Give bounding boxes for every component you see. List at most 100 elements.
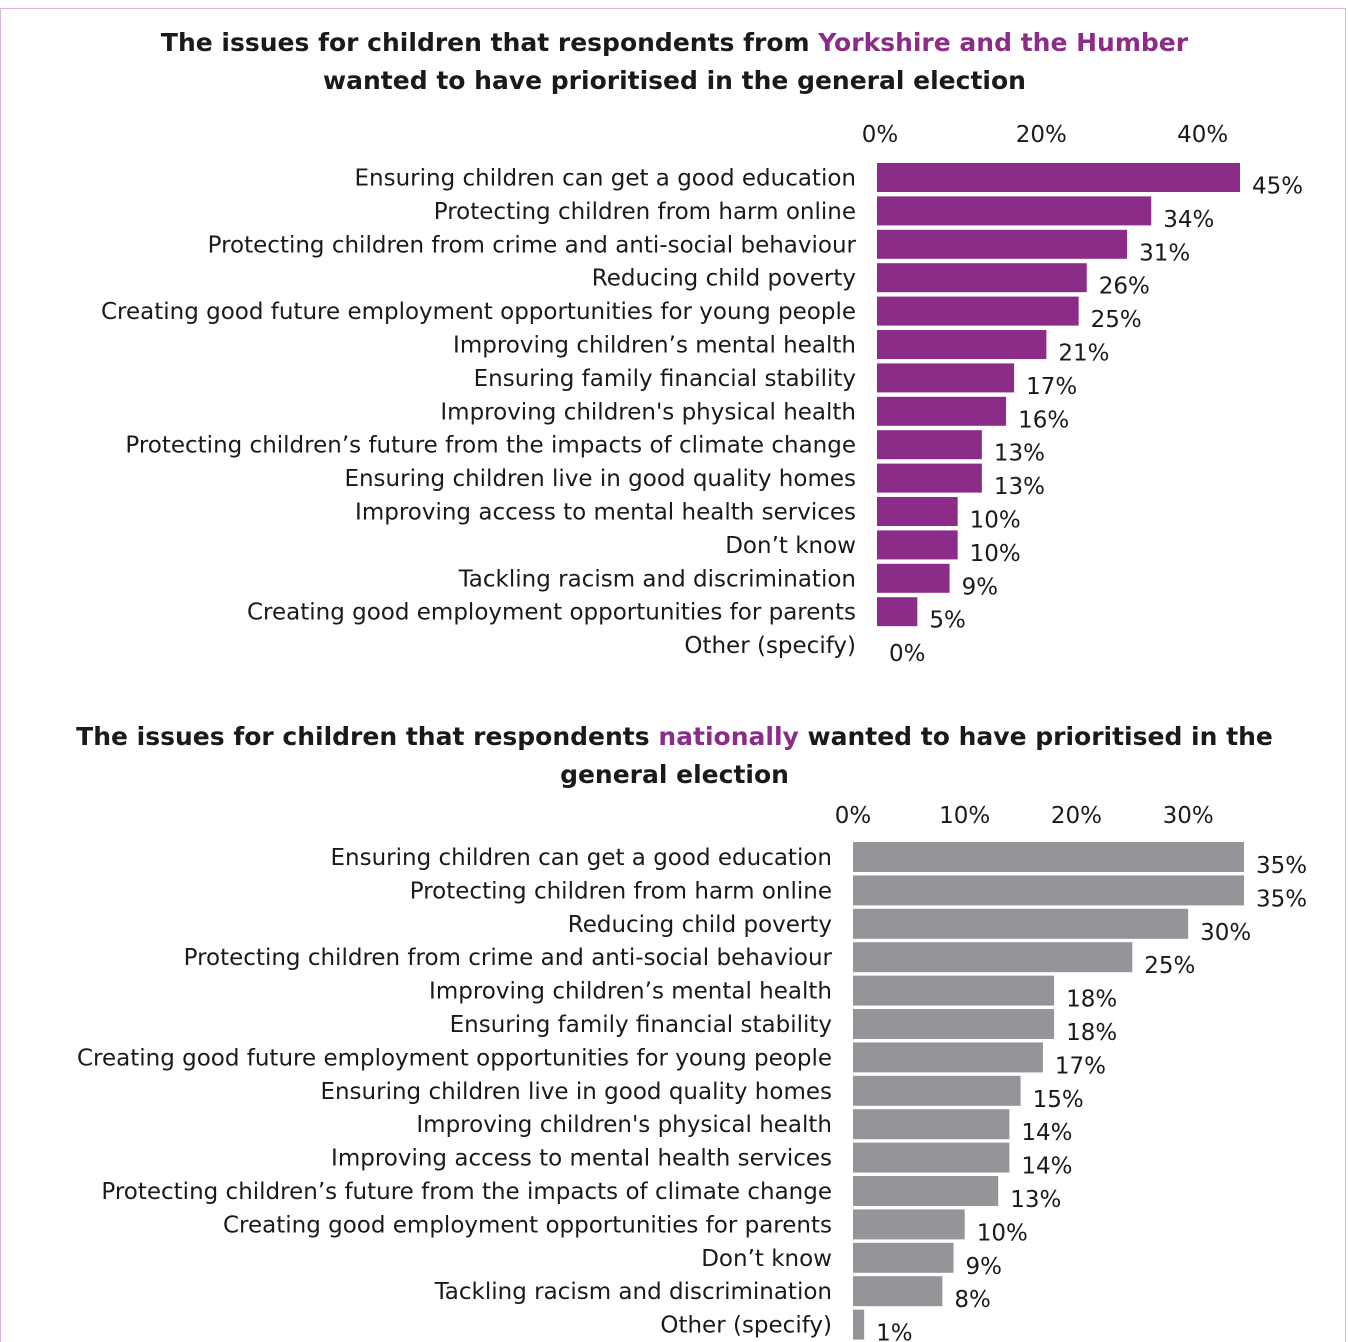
chart2-category-label: Don’t know: [701, 1246, 832, 1272]
chart2-bar: [853, 1276, 943, 1307]
chart2-category-label: Improving children's physical health: [416, 1112, 832, 1138]
chart2-x-tick-label: 30%: [1163, 803, 1214, 829]
chart1-value-label: 5%: [929, 608, 966, 634]
chart2-value-label: 10%: [977, 1220, 1028, 1246]
chart1-category-label: Creating good employment opportunities f…: [247, 600, 856, 626]
chart2-bar: [853, 942, 1133, 973]
chart2-value-label: 30%: [1200, 920, 1251, 946]
chart1-value-label: 9%: [962, 574, 999, 600]
chart1-category-label: Creating good future employment opportun…: [101, 299, 856, 325]
chart1-value-label: 0%: [889, 641, 926, 667]
chart1-category-label: Tackling racism and discrimination: [458, 566, 856, 592]
chart1-value-label: 21%: [1058, 341, 1109, 367]
chart1-value-label: 34%: [1163, 207, 1214, 233]
chart1-category-label: Other (specify): [684, 633, 856, 659]
chart2-category-label: Protecting children from harm online: [410, 878, 832, 904]
chart2-category-label: Other (specify): [660, 1313, 832, 1339]
chart2-x-tick-label: 10%: [939, 803, 990, 829]
chart2-bar: [853, 842, 1244, 872]
chart1-value-label: 10%: [970, 508, 1021, 534]
chart1-x-tick-label: 0%: [862, 122, 899, 148]
chart-title-2-highlight: nationally: [658, 722, 799, 751]
chart1-bar: [877, 163, 1240, 192]
chart1-category-label: Improving children’s mental health: [453, 333, 856, 359]
chart2-value-label: 18%: [1066, 987, 1117, 1013]
chart2-value-label: 35%: [1256, 886, 1307, 912]
chart2-bar: [853, 1075, 1021, 1106]
chart2-category-label: Protecting children from crime and anti-…: [184, 945, 833, 971]
chart1-bar: [877, 530, 958, 560]
chart2-bar: [853, 908, 1189, 939]
chart2-value-label: 17%: [1055, 1053, 1106, 1079]
chart2-category-label: Improving access to mental health servic…: [331, 1146, 832, 1172]
chart1-value-label: 25%: [1091, 307, 1142, 333]
chart2-value-label: 8%: [954, 1287, 991, 1313]
chart2-category-label: Creating good employment opportunities f…: [223, 1212, 832, 1238]
chart1-value-label: 45%: [1252, 174, 1303, 200]
chart1-bar: [877, 597, 918, 627]
chart2-category-label: Reducing child poverty: [568, 912, 832, 938]
chart2-bar: [853, 875, 1244, 906]
chart-title-1-before: The issues for children that respondents…: [160, 28, 819, 57]
chart2-category-label: Ensuring children live in good quality h…: [320, 1079, 832, 1105]
chart2-category-label: Creating good future employment opportun…: [77, 1045, 832, 1071]
chart2-category-label: Tackling racism and discrimination: [434, 1279, 832, 1305]
chart1-bar: [877, 497, 958, 526]
chart1-value-label: 26%: [1099, 274, 1150, 300]
chart1-value-label: 17%: [1026, 374, 1077, 400]
chart2-x-tick-label: 0%: [835, 803, 872, 829]
chart1-category-label: Reducing child poverty: [592, 266, 856, 292]
chart1-category-label: Protecting children’s future from the im…: [125, 433, 856, 459]
chart2-value-label: 13%: [1010, 1187, 1061, 1213]
chart1-bar: [877, 296, 1079, 326]
chart2-value-label: 14%: [1021, 1154, 1072, 1180]
chart1-category-label: Protecting children from crime and anti-…: [208, 232, 857, 258]
chart2-value-label: 1%: [876, 1321, 913, 1342]
chart1-category-label: Improving children's physical health: [440, 399, 856, 425]
chart1-bar: [877, 463, 982, 493]
chart2-bar: [853, 1009, 1055, 1039]
chart1-x-tick-label: 20%: [1016, 122, 1067, 148]
chart-title-1: The issues for children that respondents…: [0, 24, 1349, 100]
chart-title-2-after: wanted to have prioritised in the genera…: [560, 722, 1273, 789]
chart1-bar: [877, 563, 950, 593]
chart2-bar: [853, 1042, 1043, 1073]
chart2-bar: [853, 1109, 1010, 1140]
chart1-bar: [877, 229, 1128, 259]
chart1-bar: [877, 330, 1047, 359]
chart2-bar: [853, 1242, 954, 1273]
chart1-bar: [877, 263, 1087, 293]
chart1-value-label: 13%: [994, 441, 1045, 467]
chart-title-1-after: wanted to have prioritised in the genera…: [323, 66, 1026, 95]
chart1-category-label: Ensuring children live in good quality h…: [344, 466, 856, 492]
chart2-category-label: Improving children’s mental health: [429, 979, 832, 1005]
chart1-x-tick-label: 40%: [1177, 122, 1228, 148]
chart2-category-label: Protecting children’s future from the im…: [101, 1179, 832, 1205]
chart2-bar: [853, 1176, 999, 1206]
chart2-value-label: 9%: [966, 1254, 1003, 1280]
chart2-value-label: 35%: [1256, 853, 1307, 879]
chart1-bar: [877, 430, 982, 460]
chart1-value-label: 16%: [1018, 407, 1069, 433]
chart2-category-label: Ensuring children can get a good educati…: [331, 845, 833, 871]
chart2-value-label: 15%: [1033, 1087, 1084, 1113]
chart1-bar: [877, 363, 1015, 393]
chart2-bar: [853, 1309, 865, 1340]
chart1-category-label: Don’t know: [725, 533, 856, 559]
chart2-bar: [853, 1142, 1010, 1173]
chart-title-1-highlight: Yorkshire and the Humber: [818, 28, 1189, 57]
chart1-category-label: Ensuring family financial stability: [474, 366, 856, 392]
chart-title-2: The issues for children that respondents…: [0, 718, 1349, 794]
chart-frame: [0, 8, 1346, 1342]
chart2-category-label: Ensuring family financial stability: [450, 1012, 832, 1038]
chart2-value-label: 14%: [1021, 1120, 1072, 1146]
chart2-value-label: 25%: [1144, 953, 1195, 979]
chart2-bar: [853, 975, 1055, 1006]
chart1-value-label: 13%: [994, 474, 1045, 500]
chart2-x-tick-label: 20%: [1051, 803, 1102, 829]
chart-title-2-before: The issues for children that respondents: [76, 722, 659, 751]
chart1-bar: [877, 396, 1007, 426]
chart1-category-label: Protecting children from harm online: [434, 199, 856, 225]
chart1-category-label: Improving access to mental health servic…: [355, 500, 856, 526]
